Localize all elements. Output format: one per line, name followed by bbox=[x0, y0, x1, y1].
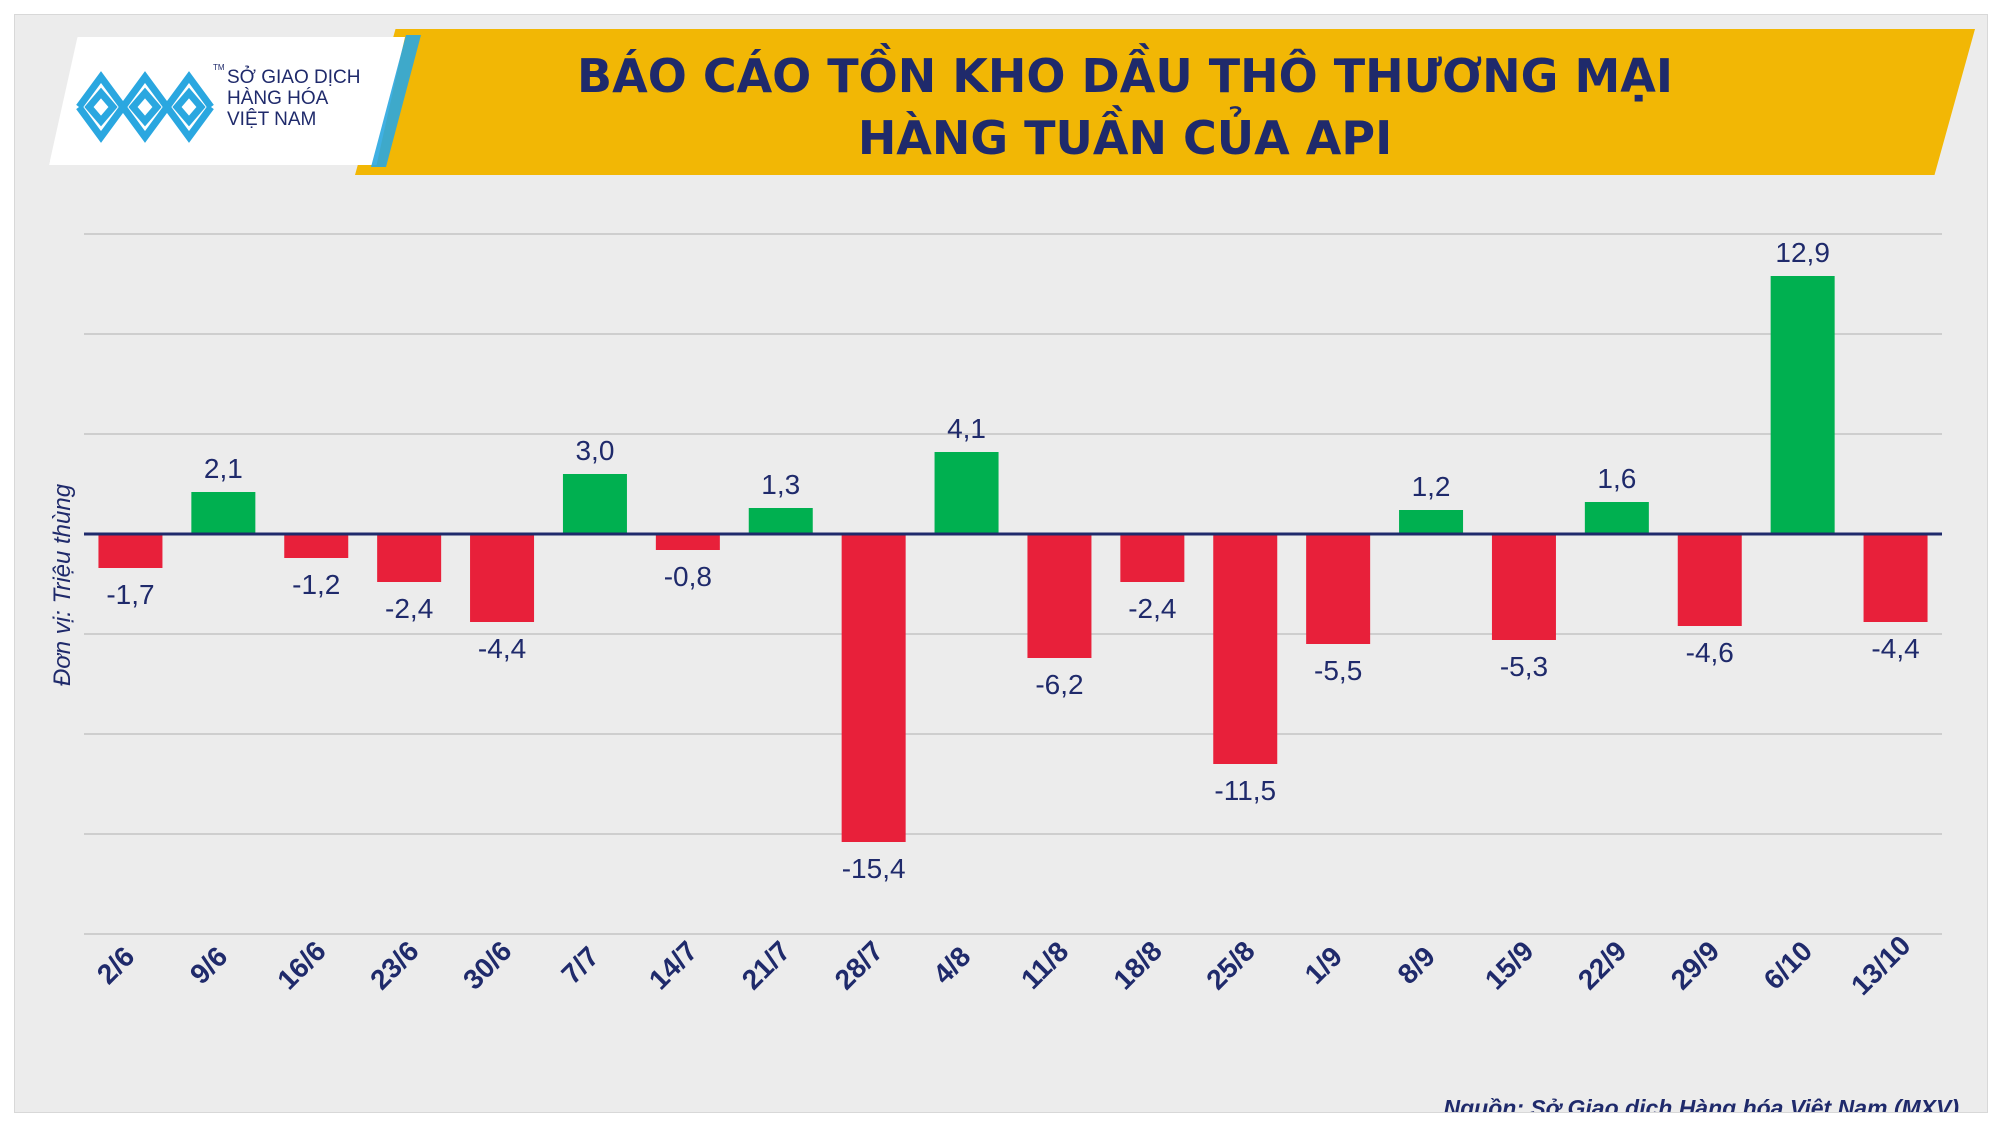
title-banner bbox=[355, 29, 1975, 175]
x-tick-label: 4/8 bbox=[927, 941, 976, 990]
data-label: -1,2 bbox=[292, 569, 340, 600]
bar bbox=[1677, 534, 1742, 626]
logo-line-1: SỞ GIAO DỊCH bbox=[227, 67, 361, 88]
x-tick-label: 21/7 bbox=[736, 935, 796, 995]
data-label: -4,6 bbox=[1686, 637, 1734, 668]
data-label: -2,4 bbox=[385, 593, 433, 624]
bar bbox=[934, 452, 999, 534]
data-label: 4,1 bbox=[947, 413, 986, 444]
bar bbox=[748, 508, 813, 534]
bar bbox=[1213, 534, 1278, 764]
data-label: 1,3 bbox=[761, 469, 800, 500]
data-label: 2,1 bbox=[204, 453, 243, 484]
data-label: -0,8 bbox=[664, 561, 712, 592]
x-tick-label: 6/10 bbox=[1758, 935, 1818, 995]
bar bbox=[98, 534, 163, 568]
x-tick-label: 13/10 bbox=[1845, 930, 1916, 1001]
logo-line-2: HÀNG HÓA bbox=[227, 88, 329, 109]
x-tick-label: 2/6 bbox=[91, 941, 140, 990]
x-tick-label: 22/9 bbox=[1572, 935, 1632, 995]
data-label: 12,9 bbox=[1775, 237, 1830, 268]
bars bbox=[98, 276, 1928, 842]
data-label: -6,2 bbox=[1035, 669, 1083, 700]
data-label: -11,5 bbox=[1214, 775, 1276, 806]
trademark-mark: TM bbox=[213, 63, 225, 72]
x-tick-label: 9/6 bbox=[184, 941, 233, 990]
title-line-1: BÁO CÁO TỒN KHO DẦU THÔ THƯƠNG MẠI bbox=[577, 49, 1673, 103]
x-tick-label: 11/8 bbox=[1015, 936, 1074, 995]
bar bbox=[377, 534, 442, 582]
logo-text: SỞ GIAO DỊCH HÀNG HÓA VIỆT NAM bbox=[227, 67, 360, 130]
bar bbox=[1584, 502, 1649, 534]
x-tick-label: 30/6 bbox=[457, 935, 517, 995]
bar bbox=[1399, 510, 1464, 534]
bar bbox=[470, 534, 535, 622]
title-line-2: HÀNG TUẦN CỦA API bbox=[857, 111, 1393, 165]
bar bbox=[1491, 534, 1556, 640]
data-label: -5,5 bbox=[1314, 655, 1362, 686]
x-tick-label: 14/7 bbox=[643, 935, 703, 995]
bar bbox=[1863, 534, 1928, 622]
data-label: 1,6 bbox=[1597, 463, 1636, 494]
chart-title: BÁO CÁO TỒN KHO DẦU THÔ THƯƠNG MẠI HÀNG … bbox=[355, 45, 1895, 169]
bar bbox=[562, 474, 627, 534]
bar bbox=[1120, 534, 1185, 582]
x-tick-label: 7/7 bbox=[556, 941, 605, 990]
bar bbox=[841, 534, 906, 842]
bar bbox=[1306, 534, 1371, 644]
x-tick-label: 15/9 bbox=[1479, 935, 1539, 995]
x-tick-label: 8/9 bbox=[1392, 941, 1441, 990]
x-tick-labels: 2/6 9/6 16/6 23/6 30/6 7/7 14/7 21/7 28/7 4/8 11/8… bbox=[91, 930, 1917, 1001]
x-tick-label: 1/9 bbox=[1299, 941, 1348, 990]
bar bbox=[655, 534, 720, 550]
data-label: -1,7 bbox=[106, 579, 154, 610]
data-label: -2,4 bbox=[1128, 593, 1176, 624]
bar bbox=[284, 534, 349, 558]
data-label: -15,4 bbox=[842, 853, 906, 884]
x-tick-label: 28/7 bbox=[829, 935, 889, 995]
chart-frame: BÁO CÁO TỒN KHO DẦU THÔ THƯƠNG MẠI HÀNG … bbox=[14, 14, 1988, 1113]
bar bbox=[1770, 276, 1835, 534]
data-label: -4,4 bbox=[478, 633, 526, 664]
x-tick-label: 23/6 bbox=[364, 935, 424, 995]
data-label: -4,4 bbox=[1871, 633, 1919, 664]
x-tick-label: 25/8 bbox=[1200, 935, 1260, 995]
bar bbox=[191, 492, 256, 534]
source-note: Nguồn: Sở Giao dịch Hàng hóa Việt Nam (M… bbox=[1443, 1095, 1959, 1113]
bar bbox=[1027, 534, 1092, 658]
gridlines bbox=[84, 233, 1942, 935]
data-label: 1,2 bbox=[1412, 471, 1451, 502]
data-labels: -1,7 2,1 -1,2 -2,4 -4,4 3,0 -0,8 1,3 -15,4 4,1 -6,… bbox=[106, 237, 1919, 884]
data-label: -5,3 bbox=[1500, 651, 1548, 682]
logo-line-3: VIỆT NAM bbox=[227, 109, 317, 130]
x-tick-label: 16/6 bbox=[271, 935, 331, 995]
data-label: 3,0 bbox=[575, 435, 614, 466]
x-tick-label: 29/9 bbox=[1665, 935, 1725, 995]
mxv-logo-icon bbox=[76, 71, 214, 143]
x-tick-label: 18/8 bbox=[1107, 935, 1167, 995]
